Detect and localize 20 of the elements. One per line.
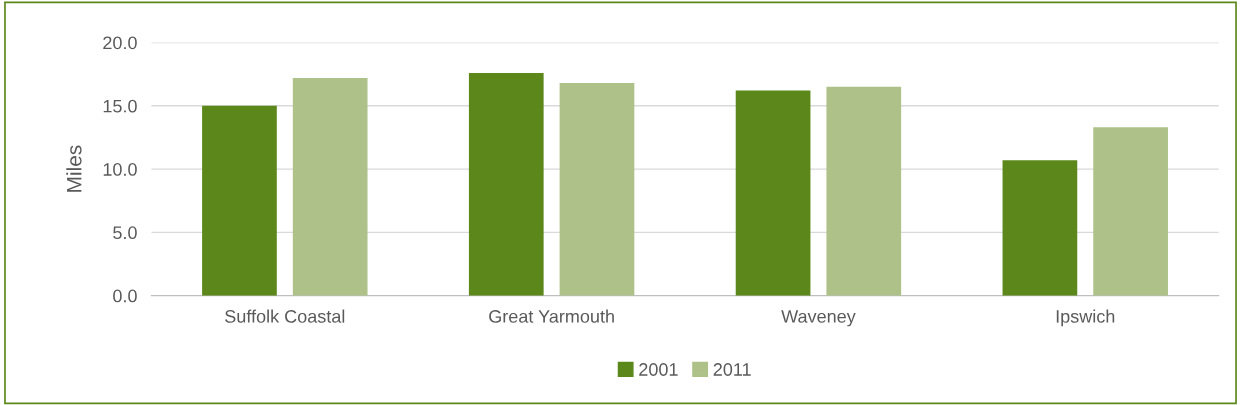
- y-tick-label: 0.0: [113, 289, 137, 303]
- bar: [735, 90, 811, 296]
- bar: [559, 83, 635, 296]
- bar: [468, 72, 544, 296]
- legend-label: 2001: [639, 363, 678, 376]
- bar: [826, 86, 902, 296]
- x-tick-label: Great Yarmouth: [489, 309, 614, 323]
- y-tick-label: 20.0: [103, 36, 137, 50]
- x-tick-label: Ipswich: [1056, 309, 1115, 327]
- y-tick-label: 10.0: [103, 163, 137, 176]
- bar: [292, 77, 368, 296]
- y-tick-label: 5.0: [113, 226, 137, 240]
- bar: [1002, 160, 1078, 296]
- x-tick-label: Suffolk Coastal: [225, 309, 345, 323]
- bar: [202, 105, 277, 296]
- x-tick-label: Waveney: [781, 310, 856, 327]
- legend-label: 2011: [713, 363, 751, 376]
- bar: [1093, 127, 1168, 296]
- y-axis-title: Miles: [66, 145, 82, 192]
- y-tick-label: 15.0: [103, 99, 137, 113]
